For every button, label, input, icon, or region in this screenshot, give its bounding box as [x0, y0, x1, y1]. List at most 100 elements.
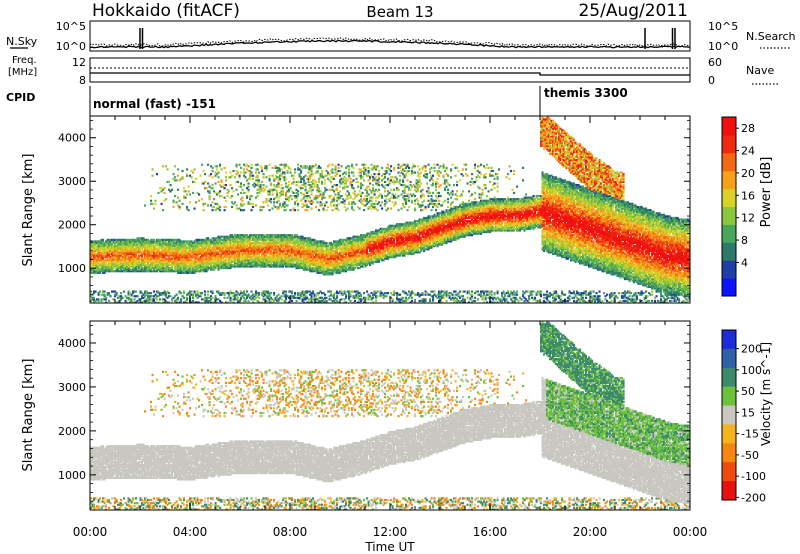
power-cell — [340, 165, 343, 168]
power-cell — [100, 243, 103, 246]
power-cell — [124, 263, 127, 267]
power-cell — [130, 246, 133, 249]
power-cell — [147, 251, 150, 254]
power-cell — [210, 257, 213, 260]
power-cell — [127, 245, 130, 248]
power-cell — [175, 201, 178, 204]
power-cell — [180, 256, 183, 259]
power-cell — [198, 270, 201, 273]
power-cell — [139, 254, 142, 257]
power-cell — [294, 292, 297, 295]
power-cell — [328, 163, 331, 166]
power-cell — [249, 198, 252, 201]
power-cell — [162, 238, 165, 241]
power-cell — [157, 249, 160, 252]
power-cell — [201, 163, 204, 166]
power-cell — [156, 295, 159, 298]
power-cell — [105, 243, 108, 246]
power-cell — [226, 194, 229, 198]
power-cell — [165, 268, 168, 271]
power-cell — [157, 266, 160, 270]
power-cell — [148, 268, 151, 271]
power-cell — [174, 176, 177, 179]
power-cell — [265, 185, 268, 188]
power-cell — [244, 171, 247, 174]
power-cell — [96, 271, 99, 274]
cpid-label: CPID — [6, 91, 35, 104]
power-cell — [171, 240, 174, 243]
power-cell — [124, 260, 127, 263]
power-cell — [121, 243, 124, 246]
power-cell — [130, 270, 133, 273]
power-cell — [360, 293, 363, 296]
power-cell — [114, 263, 117, 267]
power-cell — [237, 252, 240, 256]
power-cell — [190, 268, 193, 271]
power-cell — [223, 252, 226, 256]
power-cell — [145, 260, 148, 263]
power-cell — [177, 266, 180, 270]
power-cell — [178, 252, 181, 256]
power-cell — [127, 248, 130, 251]
power-cell — [183, 194, 186, 198]
power-cell — [126, 252, 129, 256]
power-cell — [103, 298, 106, 301]
power-cell — [96, 260, 99, 263]
power-cell — [135, 248, 138, 251]
power-cell — [99, 243, 102, 246]
power-cell — [115, 238, 118, 241]
power-cell — [241, 254, 244, 257]
power-cell — [222, 256, 225, 259]
power-cell — [334, 193, 337, 196]
power-cell — [199, 240, 202, 243]
power-cell — [225, 256, 228, 259]
power-cell — [165, 165, 168, 168]
power-cell — [213, 252, 216, 256]
power-cell — [126, 249, 129, 252]
power-cell — [141, 243, 144, 246]
power-cell — [178, 301, 181, 303]
power-cell — [208, 263, 211, 267]
power-cell — [207, 190, 210, 193]
power-cell — [118, 260, 121, 263]
power-cell — [91, 252, 94, 256]
power-cell — [240, 184, 243, 187]
power-cell — [219, 165, 222, 168]
power-cell — [181, 246, 184, 249]
power-cell — [201, 263, 204, 267]
power-cell — [145, 245, 148, 248]
power-cell — [172, 254, 175, 257]
power-cell — [228, 235, 231, 238]
power-cell — [174, 260, 177, 263]
noise-traces — [90, 28, 690, 49]
power-cell — [124, 245, 127, 248]
power-cell — [226, 238, 229, 241]
power-cell — [286, 204, 289, 207]
power-cell — [112, 290, 115, 293]
power-cell — [192, 260, 195, 263]
power-cell — [223, 266, 226, 270]
power-cell — [204, 251, 207, 254]
power-cell — [247, 254, 250, 257]
power-cell — [192, 249, 195, 252]
power-cell — [249, 202, 252, 205]
power-cell — [106, 270, 109, 273]
power-cell — [127, 296, 130, 299]
power-cell — [105, 256, 108, 259]
power-cell — [196, 246, 199, 249]
power-cell — [117, 248, 120, 251]
power-cell — [108, 246, 111, 249]
power-cell — [210, 262, 213, 265]
power-cell — [231, 194, 234, 198]
power-cell — [99, 248, 102, 251]
power-cell — [108, 240, 111, 243]
power-cell — [156, 263, 159, 267]
power-cell — [142, 266, 145, 270]
power-cell — [114, 246, 117, 249]
power-cell — [148, 266, 151, 270]
power-cell — [135, 241, 138, 245]
power-cell — [151, 238, 154, 241]
power-cell — [181, 295, 184, 298]
power-cell — [141, 256, 144, 259]
power-cell — [99, 259, 102, 262]
